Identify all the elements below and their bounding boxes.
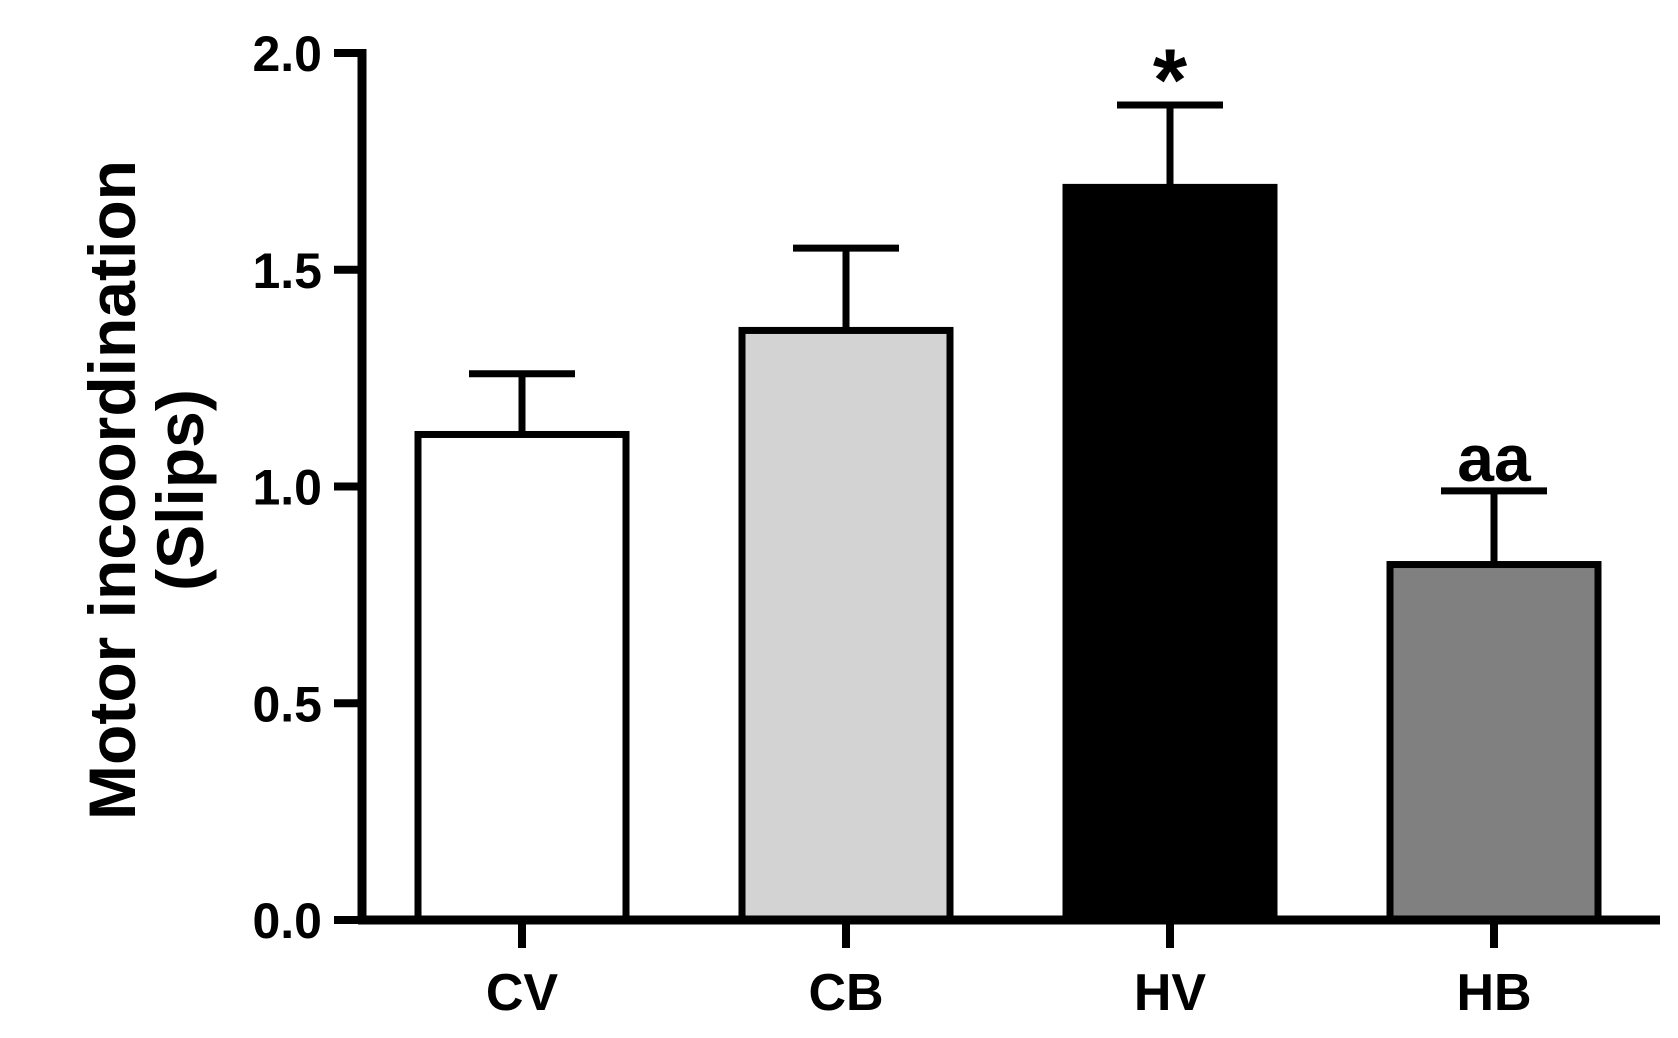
annotation-hb: aa [1457, 421, 1532, 495]
y-axis-title-line1: Motor incoordination [75, 160, 149, 820]
x-tick-label-hb: HB [1456, 964, 1531, 1022]
x-tick-label-hv: HV [1134, 964, 1207, 1022]
bar-hv [1062, 183, 1278, 924]
annotation-hv: * [1153, 30, 1188, 129]
y-tick-label: 2.0 [252, 26, 322, 82]
bar-cv [414, 430, 630, 924]
y-axis-title-line2: (Slips) [143, 389, 217, 591]
y-tick-label: 0.0 [252, 893, 322, 949]
x-tick-label-cv: CV [486, 964, 559, 1022]
y-axis-title: Motor incoordination (Slips) [75, 160, 217, 820]
x-tick-label-cb: CB [808, 964, 883, 1022]
y-tick-label: 1.0 [252, 460, 322, 516]
axes-group [334, 49, 1660, 948]
y-tick-label: 1.5 [252, 243, 322, 299]
y-tick-label: 0.5 [252, 676, 322, 732]
labels-group: CV CB * HV aa HB 0.0 0.5 1.0 1.5 2.0 [252, 26, 1532, 1022]
bars-group [414, 101, 1602, 924]
bar-cb [738, 326, 954, 924]
bar-hb [1386, 561, 1602, 924]
